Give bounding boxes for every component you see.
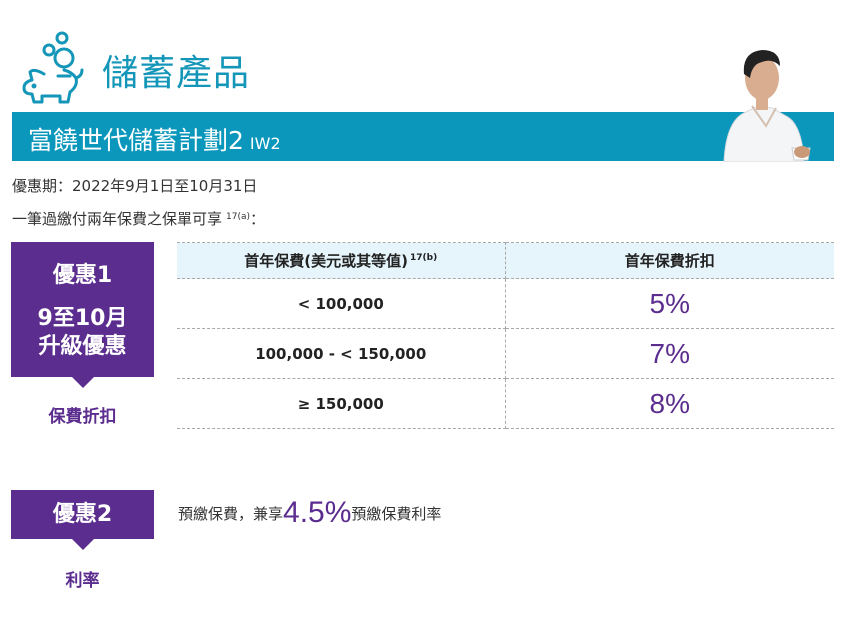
offer2-caption: 利率 [65,571,100,591]
footnote-ref: 17(a) [226,212,251,222]
plan-title: 富饒世代儲蓄計劃2 IW2 [28,121,281,157]
offer2-text-before: 預繳保費，兼享 [178,505,284,523]
offer1-subtitle-line1: 9至10月 [37,306,128,331]
discount-table: 首年保費(美元或其等值) 17(b) 首年保費折扣 < 100,000 5% 10… [177,242,834,429]
eligibility-text: 一筆過繳付兩年保費之保單可享 [12,210,223,228]
offer2-title: 優惠2 [52,502,113,527]
offer2-rate: 4.5% [283,496,352,529]
offer1-title: 優惠1 [52,263,113,288]
footnote-ref: 17(b) [410,253,438,263]
table-row: < 100,000 5% [177,278,834,329]
plan-name: 富饒世代儲蓄計劃2 [28,126,244,155]
premium-cell: < 100,000 [177,278,506,329]
header-discount: 首年保費折扣 [505,242,834,279]
offer1-subtitle-line2: 升級優惠 [38,334,127,359]
table-row: ≥ 150,000 8% [177,378,834,429]
piggy-bank-icon [22,31,84,104]
discount-cell: 8% [505,378,834,429]
header-premium-label: 首年保費(美元或其等值) [244,252,408,270]
premium-cell: 100,000 - < 150,000 [177,328,506,379]
offer-period: 優惠期：2022年9月1日至10月31日 [12,177,258,195]
offer1-subtitle: 9至10月 升級優惠 [11,305,154,361]
table-row: 100,000 - < 150,000 7% [177,328,834,379]
section-title: 儲蓄產品 [102,53,251,94]
offer2-description: 預繳保費，兼享4.5%預繳保費利率 [178,496,441,530]
plan-title-bar: 富饒世代儲蓄計劃2 IW2 [12,112,834,161]
offer2-badge: 優惠2 [11,490,154,550]
premium-cell: ≥ 150,000 [177,378,506,429]
discount-cell: 5% [505,278,834,329]
plan-code: IW2 [249,134,281,153]
offer1-caption: 保費折扣 [48,407,117,427]
offer2-text-after: 預繳保費利率 [351,505,442,523]
eligibility-note: 一筆過繳付兩年保費之保單可享 17(a)： [12,208,265,229]
table-header-row: 首年保費(美元或其等值) 17(b) 首年保費折扣 [177,242,834,279]
offer1-badge: 優惠1 9至10月 升級優惠 [11,242,154,388]
header-premium: 首年保費(美元或其等值) 17(b) [177,242,506,279]
discount-cell: 7% [505,328,834,379]
eligibility-suffix: ： [250,210,266,228]
man-holding-cup-photo [723,50,811,162]
